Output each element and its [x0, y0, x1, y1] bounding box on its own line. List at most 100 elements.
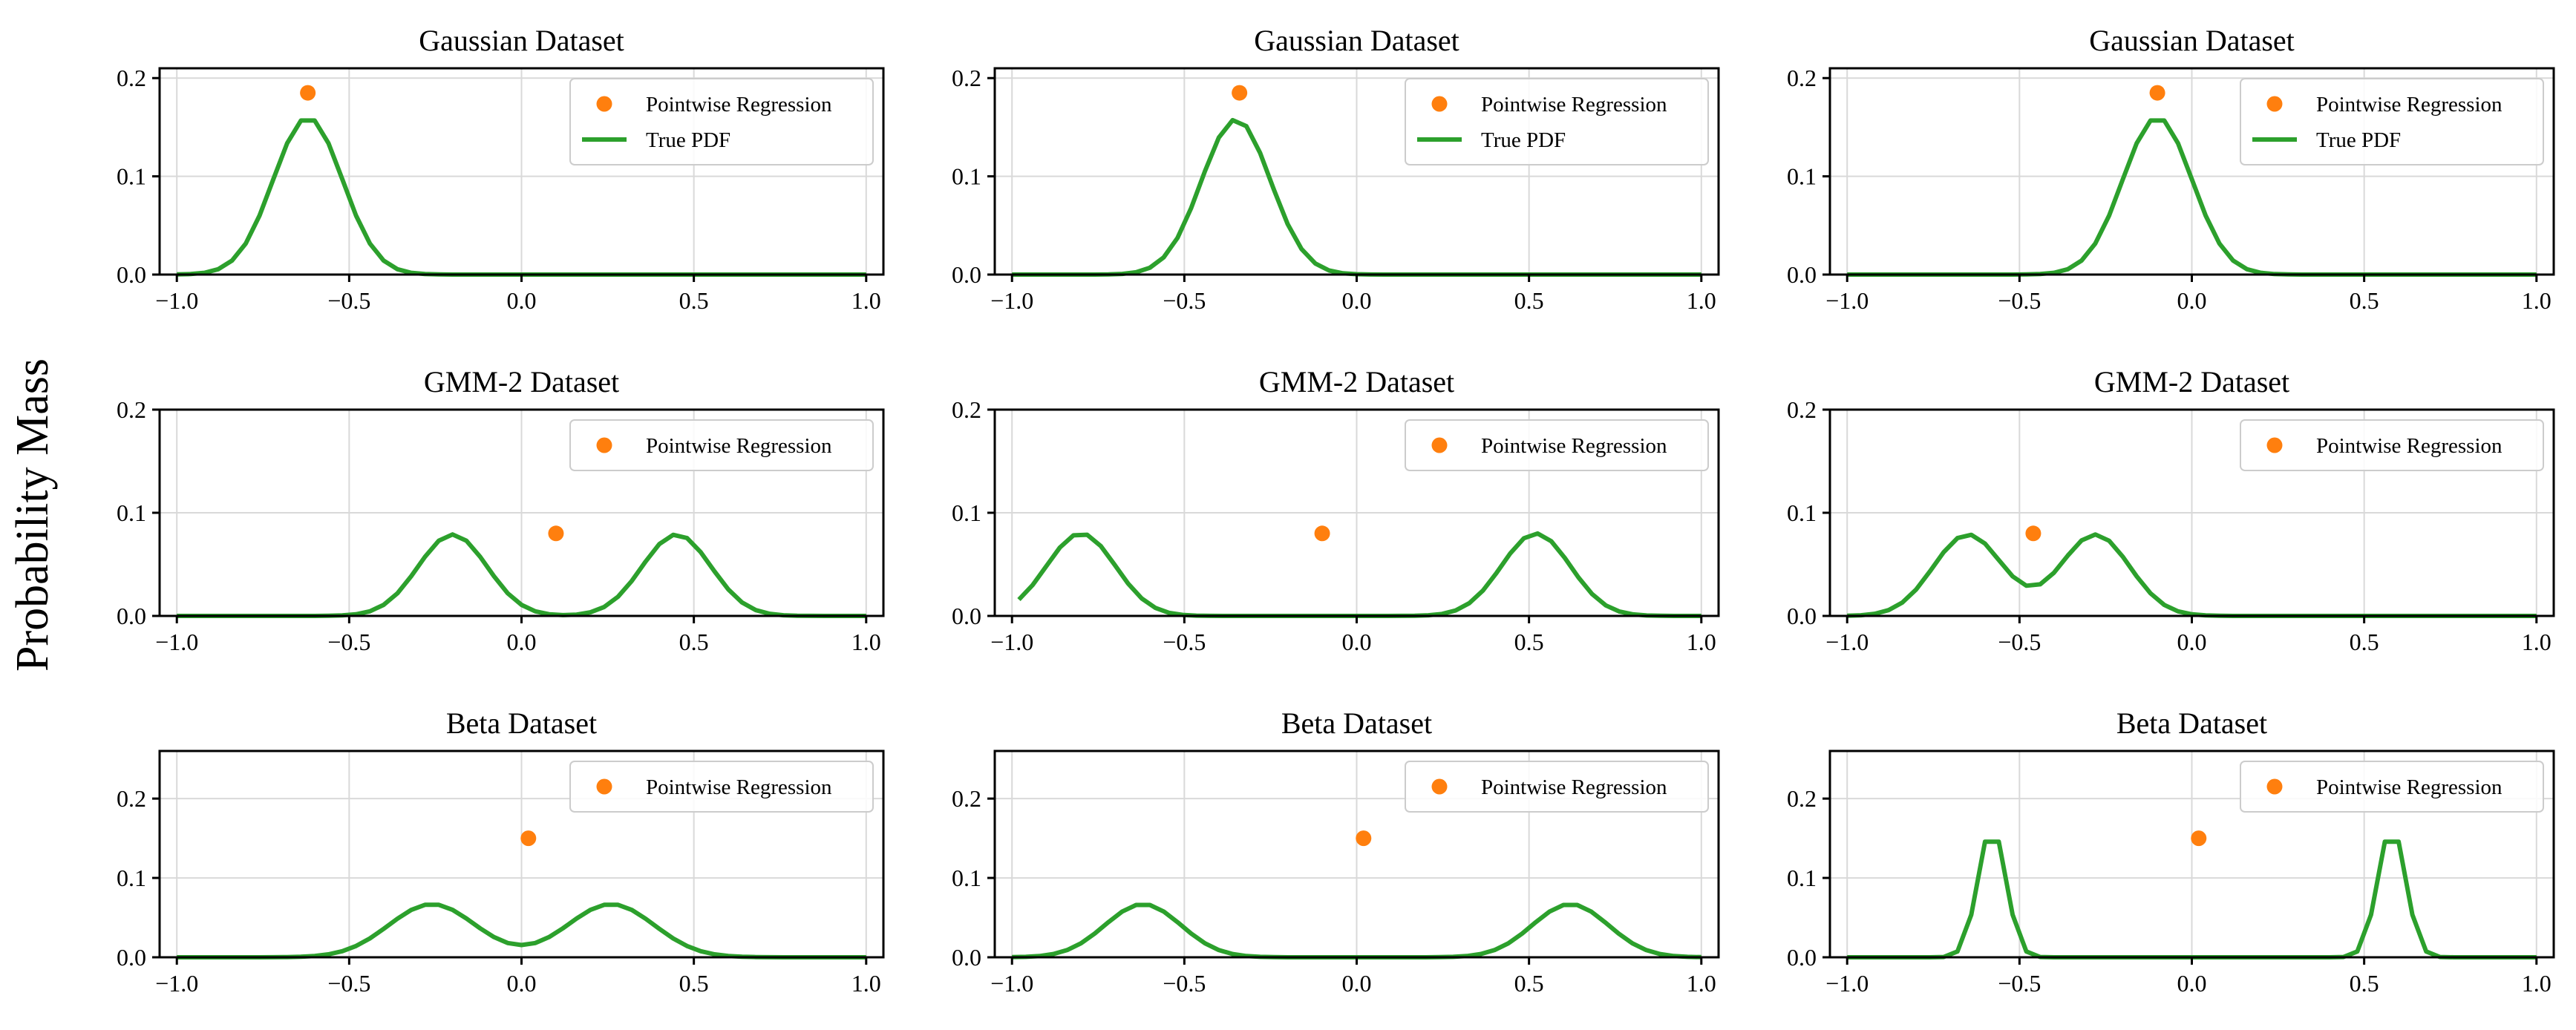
- y-tick-label: 0.1: [952, 865, 981, 891]
- legend: Pointwise Regression: [569, 419, 874, 471]
- pointwise-regression-point: [1314, 525, 1330, 542]
- y-tick-label: 0.1: [117, 499, 146, 526]
- y-tick-label: 0.1: [952, 499, 981, 526]
- y-tick-label: 0.0: [952, 261, 981, 288]
- x-tick-label: −1.0: [155, 629, 198, 655]
- x-tick-label: 0.5: [2350, 287, 2379, 314]
- legend-label: Pointwise Regression: [646, 434, 832, 458]
- x-tick-label: 0.0: [2177, 970, 2207, 997]
- x-tick-label: 1.0: [2522, 287, 2552, 314]
- x-tick-label: 0.0: [2177, 287, 2207, 314]
- y-tick-label: 0.0: [1787, 261, 1817, 288]
- y-tick-label: 0.2: [1787, 65, 1817, 91]
- x-tick-label: 0.0: [1342, 287, 1372, 314]
- y-tick-label: 0.2: [117, 785, 146, 812]
- x-tick-label: −0.5: [1163, 287, 1206, 314]
- x-tick-label: −0.5: [327, 287, 370, 314]
- x-tick-label: −1.0: [155, 970, 198, 997]
- pointwise-regression-point: [2149, 85, 2165, 101]
- y-tick-label: 0.1: [1787, 865, 1817, 891]
- legend-box: [2240, 78, 2544, 165]
- legend: Pointwise Regression: [2240, 419, 2544, 471]
- x-tick-label: −1.0: [155, 287, 198, 314]
- legend: Pointwise Regression: [1405, 419, 1709, 471]
- legend-label: True PDF: [646, 128, 730, 152]
- x-tick-label: −0.5: [1998, 970, 2041, 997]
- panel-7: −1.0 −0.5 0.0 0.5 1.0 0.0 0.1 0.2 Beta Dataset Po…: [117, 706, 885, 997]
- x-tick-label: 0.5: [1514, 629, 1544, 655]
- panel-title: Beta Dataset: [2116, 706, 2267, 740]
- legend: Pointwise Regression: [1405, 761, 1709, 813]
- y-tick-label: 0.0: [952, 944, 981, 971]
- legend-box: [1405, 761, 1709, 813]
- figure-ylabel: Probability Mass: [7, 358, 58, 672]
- x-tick-label: 0.5: [1514, 287, 1544, 314]
- legend-point-marker: [596, 96, 612, 112]
- panels-grid: −1.0 −0.5 0.0 0.5 1.0 0.0 0.1 0.2 Gaussian Datas…: [117, 24, 2555, 997]
- y-tick-label: 0.2: [952, 785, 981, 812]
- y-tick-label: 0.2: [117, 396, 146, 423]
- y-tick-label: 0.0: [1787, 603, 1817, 629]
- legend-label: Pointwise Regression: [2316, 93, 2503, 117]
- x-tick-label: −0.5: [1998, 629, 2041, 655]
- pointwise-regression-point: [548, 525, 564, 542]
- x-tick-label: 0.0: [507, 287, 537, 314]
- y-tick-label: 0.1: [1787, 499, 1817, 526]
- legend-label: Pointwise Regression: [1481, 775, 1667, 799]
- pointwise-regression-point: [1356, 830, 1372, 847]
- y-tick-label: 0.1: [1787, 163, 1817, 190]
- legend-label: Pointwise Regression: [646, 93, 832, 117]
- x-tick-label: −1.0: [1825, 629, 1869, 655]
- y-tick-label: 0.2: [952, 65, 981, 91]
- y-tick-label: 0.1: [117, 163, 146, 190]
- legend-label: True PDF: [2316, 128, 2401, 152]
- panel-title: GMM-2 Dataset: [424, 365, 619, 398]
- x-tick-label: 1.0: [851, 970, 881, 997]
- legend-point-marker: [596, 437, 612, 453]
- panel-title: Gaussian Dataset: [419, 24, 624, 57]
- y-tick-label: 0.0: [117, 261, 146, 288]
- legend: Pointwise Regression True PDF: [569, 78, 874, 165]
- panel-title: Gaussian Dataset: [1254, 24, 1459, 57]
- panel-9: −1.0 −0.5 0.0 0.5 1.0 0.0 0.1 0.2 Beta Dataset Po…: [1787, 706, 2555, 997]
- legend-point-marker: [1431, 96, 1448, 112]
- x-tick-label: 0.5: [679, 970, 709, 997]
- y-tick-label: 0.0: [117, 603, 146, 629]
- x-tick-label: −0.5: [327, 970, 370, 997]
- panel-6: −1.0 −0.5 0.0 0.5 1.0 0.0 0.1 0.2 GMM-2 Dataset P…: [1787, 365, 2555, 655]
- y-tick-label: 0.0: [117, 944, 146, 971]
- y-tick-label: 0.2: [952, 396, 981, 423]
- legend-label: Pointwise Regression: [646, 775, 832, 799]
- y-tick-label: 0.2: [1787, 396, 1817, 423]
- panel-8: −1.0 −0.5 0.0 0.5 1.0 0.0 0.1 0.2 Beta Dataset Po…: [952, 706, 1720, 997]
- x-tick-label: 0.0: [1342, 629, 1372, 655]
- legend-point-marker: [2266, 778, 2283, 795]
- panel-2: −1.0 −0.5 0.0 0.5 1.0 0.0 0.1 0.2 Gaussian Datas…: [952, 24, 1720, 314]
- panel-1: −1.0 −0.5 0.0 0.5 1.0 0.0 0.1 0.2 Gaussian Datas…: [117, 24, 885, 314]
- x-tick-label: 0.0: [1342, 970, 1372, 997]
- x-tick-label: 1.0: [851, 629, 881, 655]
- panel-title: Beta Dataset: [446, 706, 597, 740]
- legend-point-marker: [1431, 437, 1448, 453]
- legend: Pointwise Regression: [569, 761, 874, 813]
- pointwise-regression-point: [2191, 830, 2207, 847]
- legend-box: [569, 761, 874, 813]
- x-tick-label: −1.0: [1825, 287, 1869, 314]
- pointwise-regression-point: [1232, 85, 1248, 101]
- y-tick-label: 0.2: [1787, 785, 1817, 812]
- legend-label: Pointwise Regression: [1481, 93, 1667, 117]
- legend-point-marker: [1431, 778, 1448, 795]
- x-tick-label: −0.5: [1163, 970, 1206, 997]
- pointwise-regression-point: [2025, 525, 2041, 542]
- x-tick-label: 1.0: [2522, 629, 2552, 655]
- panel-title: GMM-2 Dataset: [2094, 365, 2289, 398]
- legend-label: Pointwise Regression: [2316, 775, 2503, 799]
- legend-point-marker: [596, 778, 612, 795]
- y-tick-label: 0.1: [952, 163, 981, 190]
- x-tick-label: 0.0: [507, 970, 537, 997]
- y-tick-label: 0.0: [952, 603, 981, 629]
- x-tick-label: −0.5: [1998, 287, 2041, 314]
- panel-5: −1.0 −0.5 0.0 0.5 1.0 0.0 0.1 0.2 GMM-2 Dataset P…: [952, 365, 1720, 655]
